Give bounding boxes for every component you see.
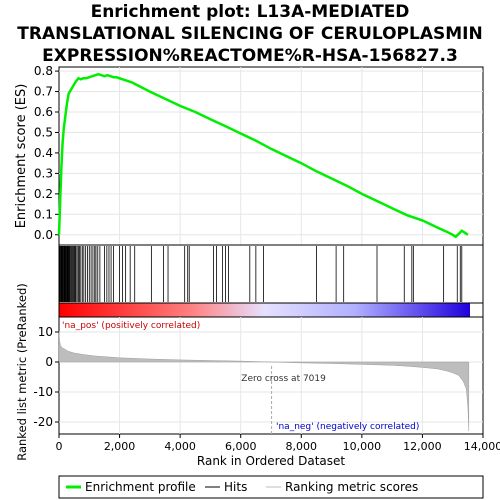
metric-y-tick-label: -10 xyxy=(33,385,53,399)
metric-y-tick-label: 10 xyxy=(38,325,53,339)
legend-profile-label: Enrichment profile xyxy=(85,480,196,494)
metric-x-tick-label: 10,000 xyxy=(343,440,382,453)
ranking-metric-area xyxy=(58,331,470,432)
enrichment-y-ticks: 0.0 0.1 0.2 0.3 0.4 0.5 0.6 0.7 0.8 xyxy=(34,64,59,242)
hits-panel xyxy=(58,244,484,304)
enrichment-gridlines xyxy=(59,67,483,245)
metric-x-ticks: 0 2,000 4,000 6,000 8,000 10,000 12,000 14,000 xyxy=(56,434,500,453)
ranking-metric-plot-area xyxy=(58,316,484,435)
enrichment-y-tick-label: 0.6 xyxy=(34,105,53,119)
enrichment-y-axis-label: Enrichment score (ES) xyxy=(14,84,29,229)
chart-title-line-1: Enrichment plot: L13A-MEDIATED xyxy=(90,2,410,22)
enrichment-y-tick-label: 0.8 xyxy=(34,64,53,78)
enrichment-y-tick-label: 0.7 xyxy=(34,85,53,99)
hit-marks xyxy=(58,246,463,302)
legend-metric-label: Ranking metric scores xyxy=(285,480,418,494)
chart-title-line-2: TRANSLATIONAL SILENCING OF CERULOPLASMIN xyxy=(17,24,483,44)
enrichment-y-tick-label: 0.5 xyxy=(34,125,53,139)
enrichment-y-tick-label: 0.3 xyxy=(34,166,53,180)
chart-title-line-3: EXPRESSION%REACTOME%R-HSA-156827.3 xyxy=(42,46,458,66)
metric-y-tick-label: 0 xyxy=(45,355,53,369)
legend-hits-label: Hits xyxy=(224,480,247,494)
enrichment-y-tick-label: 0.0 xyxy=(34,228,53,242)
zero-cross-label: Zero cross at 7019 xyxy=(241,374,326,384)
enrichment-y-tick-label: 0.4 xyxy=(34,146,53,160)
enrichment-panel: 0.0 0.1 0.2 0.3 0.4 0.5 0.6 0.7 0.8 Enrichment s… xyxy=(14,64,484,246)
ranking-metric-panel: Zero cross at 7019 'na_pos' (positively … xyxy=(15,283,500,468)
hits-plot-area xyxy=(58,244,484,304)
negative-correlation-label: 'na_neg' (negatively correlated) xyxy=(276,422,419,432)
enrichment-y-tick-label: 0.2 xyxy=(34,187,53,201)
legend: Enrichment profile Hits Ranking metric s… xyxy=(58,475,484,499)
metric-y-axis-label: Ranked list metric (PreRanked) xyxy=(15,283,29,461)
enrichment-plot-area xyxy=(58,66,484,246)
metric-x-tick-label: 8,000 xyxy=(286,440,318,453)
metric-x-axis-label: Rank in Ordered Dataset xyxy=(197,454,345,468)
metric-x-tick-label: 4,000 xyxy=(164,440,196,453)
metric-x-tick-label: 14,000 xyxy=(464,440,500,453)
metric-x-tick-label: 12,000 xyxy=(403,440,442,453)
enrichment-y-tick-label: 0.1 xyxy=(34,207,53,221)
positive-correlation-label: 'na_pos' (positively correlated) xyxy=(62,321,200,331)
rank-color-bar xyxy=(59,303,470,317)
enrichment-profile-line xyxy=(57,72,469,239)
metric-x-tick-label: 6,000 xyxy=(225,440,257,453)
metric-x-tick-label: 0 xyxy=(56,440,63,453)
metric-y-ticks: 10 0 -10 -20 xyxy=(33,325,59,429)
metric-y-tick-label: -20 xyxy=(33,415,53,429)
metric-x-tick-label: 2,000 xyxy=(104,440,136,453)
